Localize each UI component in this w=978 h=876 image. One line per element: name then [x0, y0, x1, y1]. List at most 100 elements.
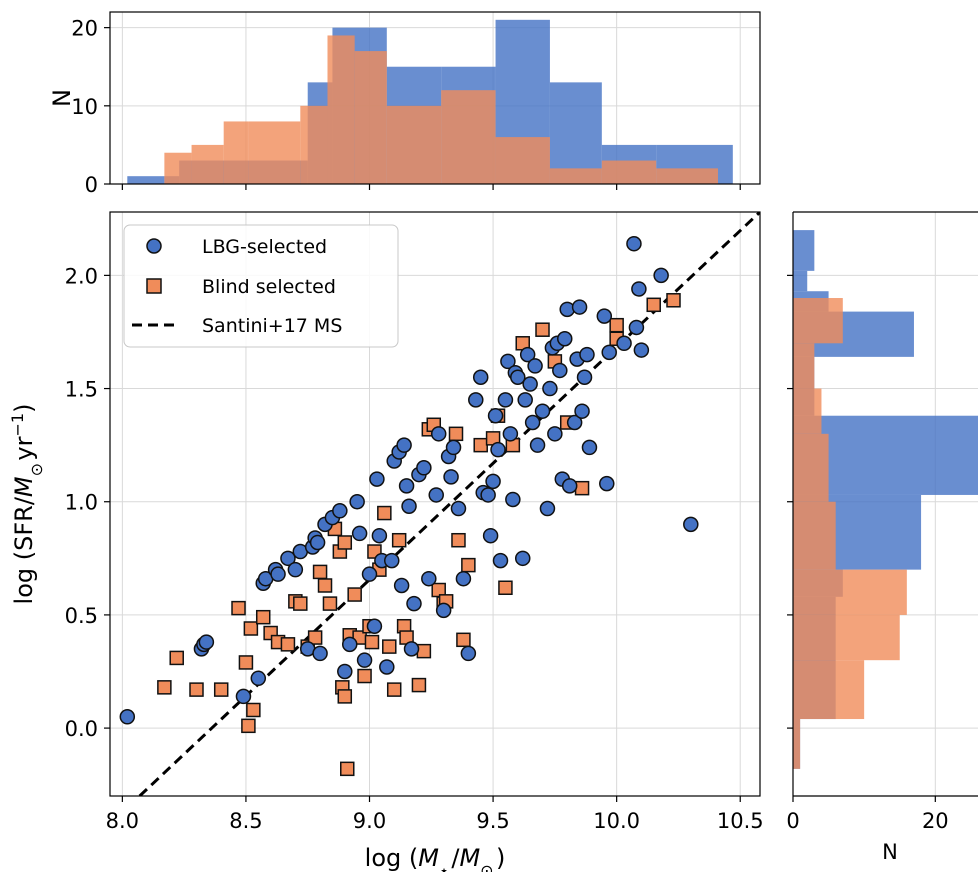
lbg-selected-point: [235, 688, 252, 705]
right-blind-histogram-bar: [793, 660, 865, 720]
blind-selected-point: [574, 480, 590, 496]
top-blind-histogram-bar: [223, 121, 249, 184]
lbg-selected-point: [287, 561, 304, 578]
blind-selected-point: [473, 437, 488, 453]
main-x-tick-label: 10.5: [717, 809, 764, 833]
top-y-tick-label: 0: [85, 173, 98, 197]
blind-selected-point: [461, 557, 476, 573]
legend-lbg-label: LBG-selected: [202, 236, 327, 258]
lbg-selected-point: [626, 235, 642, 252]
top-blind-histogram-bar: [549, 168, 602, 184]
lbg-selected-point: [455, 570, 472, 587]
blind-selected-point: [241, 718, 256, 734]
legend: LBG-selected Blind selected Santini+17 M…: [123, 224, 399, 348]
main-y-tick-label: 2.0: [65, 264, 98, 288]
lbg-selected-point: [561, 478, 578, 494]
main-x-tick-label: 8.5: [229, 809, 262, 833]
right-blind-histogram-bar: [793, 298, 843, 344]
top-blind-histogram-bar: [164, 152, 192, 184]
lbg-selected-point: [280, 550, 296, 567]
lbg-selected-point: [337, 663, 353, 680]
blind-selected-point: [280, 637, 296, 652]
legend-box: [123, 224, 399, 348]
lbg-selected-point: [198, 634, 215, 650]
lbg-selected-point: [421, 570, 437, 587]
lbg-selected-point: [485, 473, 501, 490]
right-x-tick-label: 0: [786, 809, 799, 833]
blind-selected-point: [189, 682, 204, 697]
lbg-selected-point: [599, 475, 615, 492]
blind-selected-point: [377, 505, 392, 521]
blind-selected-point: [535, 322, 550, 337]
lbg-selected-point: [428, 487, 444, 503]
blind-selected-point: [246, 702, 261, 718]
lbg-selected-point: [510, 369, 526, 385]
lbg-selected-point: [312, 645, 328, 662]
lbg-selected-point: [369, 471, 385, 487]
lbg-selected-point: [579, 346, 595, 363]
right-blind-histogram-bar: [793, 388, 822, 434]
lbg-selected-point: [468, 392, 484, 408]
top-blind-histogram-bar: [656, 168, 718, 184]
main-x-axis-label: log (M⋆ /M⊙ ): [365, 844, 506, 872]
right-histogram-panel: 0 20 N: [786, 211, 978, 864]
lbg-selected-point: [616, 335, 632, 352]
right-blind-histogram-bar: [793, 569, 907, 615]
lbg-selected-point: [522, 376, 538, 392]
lbg-selected-point: [403, 641, 420, 657]
lbg-selected-point: [406, 595, 422, 612]
lbg-selected-point: [633, 342, 650, 358]
top-blind-histogram-bar: [601, 160, 657, 184]
lbg-selected-point: [309, 534, 326, 551]
blind-selected-point: [498, 580, 513, 596]
lbg-selected-point: [559, 301, 575, 318]
blind-selected-point: [340, 761, 355, 777]
lbg-selected-point: [557, 331, 573, 347]
right-lbg-histogram-bar: [793, 270, 808, 292]
right-histogram-bars: [793, 230, 978, 769]
right-x-tick-label: 20: [922, 809, 949, 833]
lbg-selected-point: [566, 414, 583, 431]
right-x-axis-label: N: [882, 840, 898, 864]
right-lbg-histogram-bar: [793, 230, 815, 271]
lbg-selected-point: [393, 577, 410, 594]
lbg-selected-point: [361, 566, 378, 582]
main-x-tick-label: 9.5: [476, 809, 509, 833]
lbg-selected-point: [524, 414, 541, 431]
lbg-selected-point: [534, 403, 551, 419]
lbg-selected-point: [547, 426, 563, 442]
blind-selected-point: [231, 600, 246, 616]
legend-santini-label: Santini+17 MS: [202, 315, 342, 337]
blind-selected-point: [364, 634, 380, 650]
top-blind-histogram-bar: [441, 90, 496, 184]
lbg-selected-point: [480, 487, 496, 503]
right-blind-histogram-bar: [793, 614, 900, 661]
lbg-selected-point: [628, 319, 645, 336]
top-blind-histogram-bar: [327, 35, 355, 184]
lbg-selected-point: [502, 426, 519, 442]
lbg-selected-point: [529, 437, 546, 453]
lbg-selected-point: [527, 358, 543, 374]
main-y-tick-label: 1.0: [65, 491, 98, 515]
main-y-tick-label: 0.5: [65, 604, 98, 628]
top-ticks: 0 10 20: [71, 17, 741, 197]
top-lbg-histogram-bar: [549, 82, 602, 184]
lbg-selected-point: [631, 281, 647, 297]
top-lbg-histogram-bar: [127, 176, 165, 184]
lbg-selected-point: [351, 525, 368, 542]
lbg-selected-point: [552, 362, 568, 379]
blind-selected-point: [411, 677, 427, 693]
blind-selected-point: [448, 426, 464, 442]
lbg-selected-point: [487, 407, 504, 424]
blind-selected-point: [347, 587, 362, 602]
top-histogram-panel: 0 10 20 N: [48, 11, 761, 197]
lbg-selected-point: [371, 527, 388, 544]
blind-selected-point: [213, 682, 229, 697]
top-y-axis-label: N: [48, 89, 76, 107]
main-y-axis-label: log (SFR/M⊙ yr−1): [8, 404, 46, 605]
lbg-selected-point: [430, 426, 447, 442]
lbg-selected-point: [517, 392, 533, 408]
lbg-selected-point: [519, 346, 536, 363]
lbg-selected-point: [571, 299, 588, 315]
